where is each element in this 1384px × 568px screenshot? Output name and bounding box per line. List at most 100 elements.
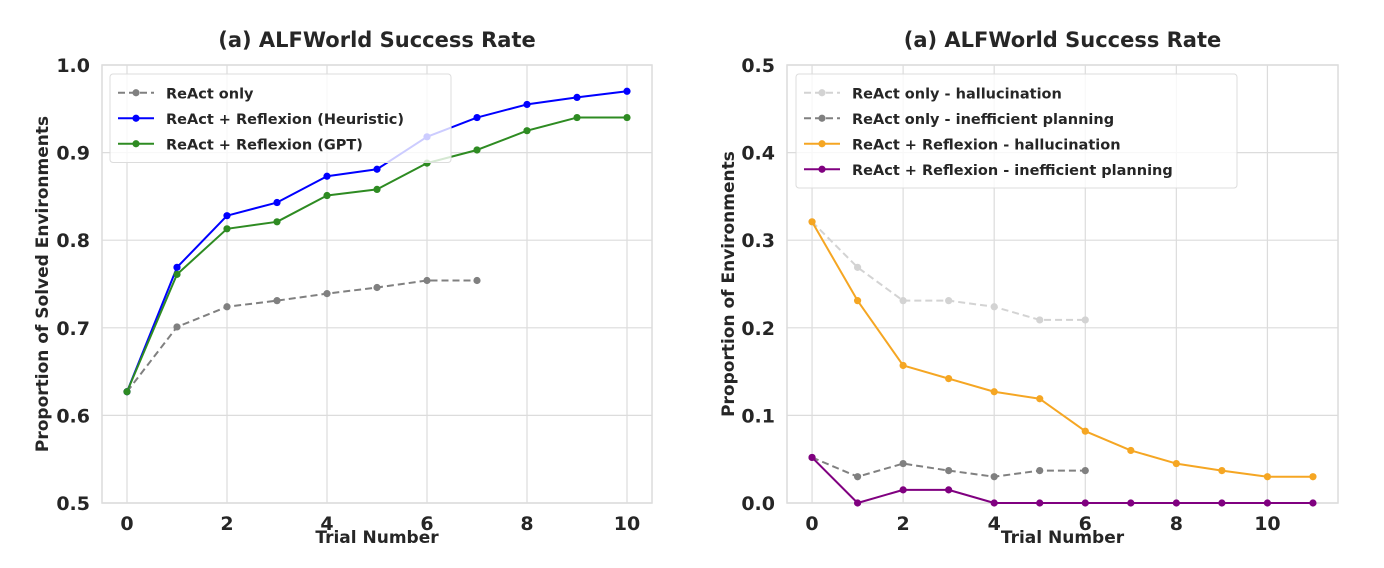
x-tick-label: 10 xyxy=(1254,513,1280,535)
data-point xyxy=(323,172,331,180)
x-tick-label: 0 xyxy=(120,513,133,535)
legend-swatch-marker xyxy=(818,165,826,173)
x-tick-label: 6 xyxy=(420,513,433,535)
legend-swatch-marker xyxy=(818,140,826,148)
data-point xyxy=(899,297,907,305)
data-point xyxy=(1263,499,1272,507)
series-line xyxy=(811,456,1313,504)
x-tick-label: 4 xyxy=(988,513,1001,535)
y-tick-label: 0.9 xyxy=(56,143,90,165)
legend-swatch-marker xyxy=(132,140,140,148)
data-point xyxy=(373,165,381,173)
legend-swatch-marker xyxy=(132,89,140,97)
y-tick-label: 0.6 xyxy=(56,405,90,427)
data-point xyxy=(808,218,816,226)
y-tick-label: 0.4 xyxy=(741,143,775,165)
data-point xyxy=(990,303,998,311)
data-point xyxy=(990,388,998,396)
data-point xyxy=(223,225,231,233)
data-point xyxy=(623,87,631,95)
data-point xyxy=(808,453,816,462)
data-point xyxy=(573,93,581,102)
data-point xyxy=(1218,499,1226,507)
data-point xyxy=(1309,499,1317,507)
data-point xyxy=(899,459,907,468)
x-tick-label: 4 xyxy=(320,513,333,535)
tick-labels: 0 2 4 6 8 10 0.0 0.1 0.2 0.3 0.4 0.5 xyxy=(741,55,1280,535)
data-point xyxy=(1172,459,1180,468)
data-point xyxy=(1127,446,1135,455)
data-point xyxy=(853,473,862,481)
series-line xyxy=(811,221,1086,321)
chart-title: (a) ALFWorld Success Rate xyxy=(904,28,1222,52)
y-tick-label: 0.1 xyxy=(741,405,775,427)
legend-label: ReAct + Reflexion - hallucination xyxy=(852,137,1121,153)
x-tick-label: 10 xyxy=(614,513,640,535)
x-tick-label: 0 xyxy=(805,513,818,535)
legend-item: ReAct + Reflexion (GPT) xyxy=(118,137,363,153)
legend-item: ReAct only - inefficient planning xyxy=(804,112,1114,128)
chart-alfworld-success-rate: 0 2 4 6 8 10 0.5 0.6 0.7 0.8 0.9 1.0 (a) ALFWorld S… xyxy=(33,28,653,548)
y-tick-label: 0.5 xyxy=(56,493,90,515)
data-point xyxy=(523,127,531,135)
data-point xyxy=(173,270,181,278)
series-react-only xyxy=(123,276,481,396)
data-point xyxy=(990,499,998,507)
series-line xyxy=(811,221,1313,478)
legend-box xyxy=(109,73,452,163)
chart-failure-modes: 0 2 4 6 8 10 0.0 0.1 0.2 0.3 0.4 0.5 (a) ALFWorld S… xyxy=(719,28,1339,548)
data-point xyxy=(323,290,331,298)
y-tick-label: 0.0 xyxy=(741,493,775,515)
legend-label: ReAct only - inefficient planning xyxy=(852,112,1114,128)
data-point xyxy=(1127,499,1135,507)
legend-label: ReAct + Reflexion (GPT) xyxy=(166,137,363,153)
data-point xyxy=(1172,499,1180,507)
x-axis-label: Trial Number xyxy=(315,528,439,548)
legend-label: ReAct + Reflexion - inefficient planning xyxy=(852,163,1173,179)
data-point xyxy=(373,283,381,292)
data-point xyxy=(1036,395,1044,403)
legend-box xyxy=(795,73,1238,189)
data-point xyxy=(1081,499,1089,507)
data-point xyxy=(1081,316,1089,324)
y-tick-label: 0.3 xyxy=(741,230,775,252)
data-point xyxy=(273,198,281,207)
data-point xyxy=(323,191,331,200)
legend-swatch-marker xyxy=(818,89,826,97)
legend-label: ReAct only - hallucination xyxy=(852,86,1062,102)
data-point xyxy=(473,113,481,122)
x-tick-label: 2 xyxy=(220,513,233,535)
data-point xyxy=(1036,499,1044,507)
legend-item: ReAct only - hallucination xyxy=(804,86,1062,102)
x-tick-label: 2 xyxy=(897,513,910,535)
data-point xyxy=(623,113,631,122)
data-point xyxy=(523,100,531,109)
legend-label: ReAct + Reflexion (Heuristic) xyxy=(166,112,404,128)
legend-item: ReAct + Reflexion - hallucination xyxy=(804,137,1121,153)
data-point xyxy=(273,297,281,305)
legend-swatch-marker xyxy=(132,114,140,122)
data-point xyxy=(1081,427,1089,435)
legend-item: ReAct only xyxy=(118,86,254,102)
data-point xyxy=(423,276,431,285)
y-tick-label: 1.0 xyxy=(56,55,90,77)
data-point xyxy=(173,323,181,331)
data-point xyxy=(899,486,907,494)
data-point xyxy=(373,185,381,193)
data-point xyxy=(1263,473,1272,481)
legend-swatch-marker xyxy=(818,114,826,122)
series-react-only-inefficient-planning xyxy=(808,453,1089,481)
y-axis-label: Proportion of Environments xyxy=(719,151,739,417)
y-tick-label: 0.8 xyxy=(56,230,90,252)
chart-title: (a) ALFWorld Success Rate xyxy=(218,28,536,52)
legend: ReAct only ReAct + Reflexion (Heuristic) R… xyxy=(109,73,452,163)
data-point xyxy=(223,303,231,311)
data-point xyxy=(173,263,181,271)
data-point xyxy=(223,212,231,220)
legend-item: ReAct + Reflexion (Heuristic) xyxy=(118,112,404,128)
x-tick-label: 8 xyxy=(1170,513,1183,535)
legend: ReAct only - hallucination ReAct only - i… xyxy=(795,73,1238,189)
tick-labels: 0 2 4 6 8 10 0.5 0.6 0.7 0.8 0.9 1.0 xyxy=(56,55,640,535)
data-point xyxy=(853,297,862,305)
